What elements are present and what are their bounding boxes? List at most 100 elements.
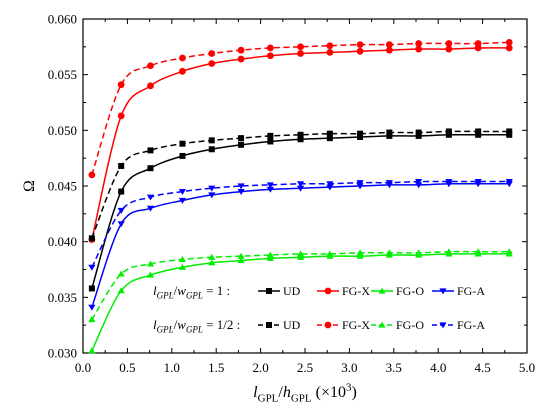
- legend-marker: [266, 322, 272, 328]
- x-axis-label-part: GPL: [258, 392, 279, 404]
- data-point: [118, 188, 125, 195]
- x-tick-label: 2.5: [297, 360, 313, 375]
- data-point: [385, 41, 393, 49]
- data-point: [178, 256, 187, 263]
- data-point: [208, 146, 215, 153]
- data-point: [326, 135, 333, 142]
- legend-row-label-part: GPL: [157, 325, 174, 335]
- y-tick-label: 0.050: [48, 123, 77, 138]
- data-point: [505, 178, 513, 185]
- series-fg-a-dashed: [88, 178, 513, 271]
- data-point: [118, 162, 125, 169]
- series-fg-o-solid: [88, 250, 513, 354]
- data-point: [357, 134, 364, 141]
- data-point: [415, 132, 422, 139]
- data-point: [147, 62, 154, 70]
- legend-row-label-part: = 1/2 :: [203, 317, 240, 332]
- data-point: [237, 46, 245, 54]
- data-point: [297, 50, 304, 57]
- x-tick-label: 2.0: [252, 360, 268, 375]
- data-point: [266, 254, 274, 261]
- legend-label: UD: [283, 318, 301, 332]
- x-axis-label-part: /: [278, 384, 283, 401]
- legend-row-label-part: = 1 :: [203, 283, 230, 298]
- data-point: [505, 44, 513, 52]
- data-point: [208, 259, 216, 266]
- data-point: [88, 347, 96, 354]
- data-point: [326, 130, 333, 137]
- data-point: [117, 81, 125, 89]
- data-point: [356, 41, 364, 49]
- data-point: [506, 131, 513, 138]
- series-line: [91, 130, 510, 239]
- x-axis-label-part: GPL: [291, 392, 312, 404]
- data-point: [238, 135, 245, 142]
- legend-row-label-part: GPL: [186, 325, 203, 335]
- x-axis-label-part: (×10: [312, 384, 346, 401]
- data-point: [147, 165, 154, 172]
- data-point: [297, 131, 304, 138]
- y-tick-label: 0.030: [48, 346, 77, 361]
- data-point: [505, 38, 513, 46]
- data-point: [445, 131, 452, 138]
- x-tick-label: 1.5: [208, 360, 224, 375]
- legend-label: FG-O: [396, 318, 424, 332]
- y-axis-label: Ω: [21, 180, 38, 192]
- data-point: [208, 50, 216, 57]
- x-tick-label: 0.5: [119, 360, 135, 375]
- data-point: [326, 250, 334, 257]
- data-point: [326, 184, 334, 191]
- data-point: [117, 207, 125, 214]
- axis-ticks-layer: 0.0 0.5 1.0 1.5 2.0 2.5 3.0 3.5 4.0 4.5 5.0 0.030 0.…: [48, 12, 535, 376]
- data-point: [208, 137, 215, 144]
- x-axis-label-part: ): [352, 384, 357, 401]
- data-point: [415, 40, 423, 47]
- data-point: [179, 140, 186, 147]
- data-point: [266, 52, 274, 60]
- data-point: [147, 82, 154, 90]
- data-point: [445, 178, 453, 185]
- legend-row-label: lGPL/wGPL = 1/2 :: [153, 317, 240, 335]
- data-point: [146, 205, 155, 212]
- y-tick-label: 0.060: [48, 12, 77, 27]
- y-tick-label: 0.055: [48, 67, 77, 82]
- series-line: [91, 253, 510, 352]
- data-point: [296, 253, 305, 260]
- data-point: [88, 171, 96, 179]
- data-point: [179, 152, 186, 159]
- legend-label: FG-A: [457, 318, 485, 332]
- data-point: [237, 257, 245, 264]
- plot-frame-layer: [82, 18, 528, 354]
- data-point: [266, 251, 274, 258]
- legend-marker: [439, 322, 447, 329]
- x-tick-label: 4.0: [430, 360, 446, 375]
- axis-labels-layer: lGPL/hGPL (×103)Ω: [21, 180, 357, 405]
- data-point: [88, 316, 96, 323]
- data-point: [296, 185, 305, 192]
- data-point: [88, 264, 96, 271]
- data-point: [117, 221, 125, 228]
- data-point: [88, 235, 95, 242]
- data-point: [146, 260, 155, 267]
- data-point: [208, 192, 216, 199]
- data-point: [179, 67, 186, 75]
- data-point: [208, 185, 216, 192]
- data-point: [385, 180, 393, 187]
- data-point: [474, 248, 482, 255]
- data-point: [386, 132, 393, 139]
- x-tick-label: 3.5: [386, 360, 402, 375]
- data-point: [178, 189, 187, 195]
- data-point: [385, 46, 393, 54]
- data-point: [505, 248, 513, 255]
- legend-label: FG-O: [396, 284, 424, 298]
- legend-row-label-part: GPL: [186, 291, 203, 301]
- data-point: [326, 49, 334, 56]
- series-line: [91, 133, 510, 289]
- data-point: [117, 270, 125, 277]
- series-fg-x-dashed: [88, 38, 513, 179]
- legend-marker: [439, 288, 447, 295]
- x-tick-label: 4.5: [474, 360, 490, 375]
- data-point: [415, 129, 422, 136]
- data-point: [237, 252, 245, 259]
- data-point: [208, 253, 216, 260]
